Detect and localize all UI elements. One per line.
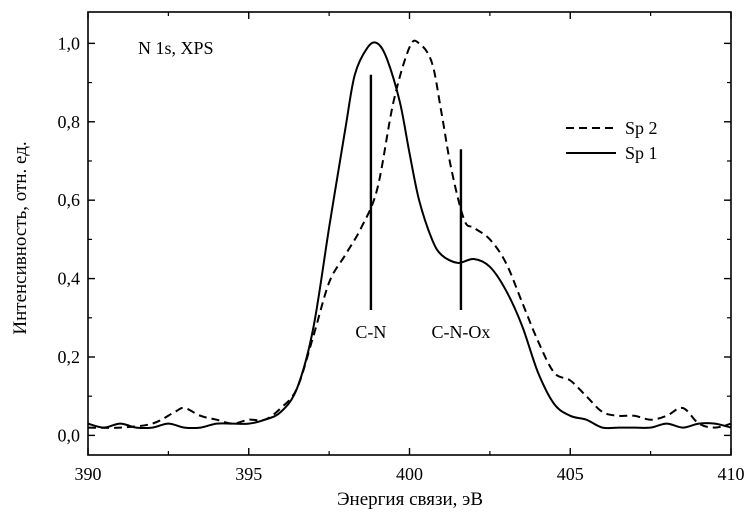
plot-area (87, 11, 732, 456)
legend: Sp 2 Sp 1 (566, 118, 658, 163)
y-tick-label: 0,6 (58, 190, 81, 210)
x-tick-label: 390 (75, 464, 102, 484)
y-axis-title: Интенсивность, отн. ед. (10, 141, 31, 334)
y-tick-label: 0,8 (58, 112, 81, 132)
y-tick-label: 0,2 (58, 347, 81, 367)
y-tick-label: 0,4 (58, 269, 81, 289)
x-tick-label: 405 (557, 464, 584, 484)
annotation-label: C-N (355, 322, 386, 342)
chart-title: N 1s, XPS (138, 38, 214, 58)
series-layer (87, 39, 732, 430)
legend-label-sp2: Sp 2 (625, 118, 658, 138)
y-tick-label: 1,0 (58, 33, 81, 53)
x-axis-title: Энергия связи, эВ (337, 489, 483, 510)
annotation-layer: C-N C-N-Ox (355, 74, 490, 342)
series-line-sp2 (87, 39, 732, 429)
x-tick-label: 400 (396, 464, 423, 484)
y-tick-label: 0,0 (58, 425, 81, 445)
annotation-label: C-N-Ox (431, 322, 490, 342)
legend-label-sp1: Sp 1 (625, 143, 658, 163)
series-line-sp1 (87, 41, 732, 430)
x-tick-label: 395 (235, 464, 262, 484)
x-tick-label: 410 (718, 464, 745, 484)
axis-ticks: 390 395 400 405 410 0,0 0,2 0,4 0,6 0,8 1,0 (58, 12, 745, 484)
